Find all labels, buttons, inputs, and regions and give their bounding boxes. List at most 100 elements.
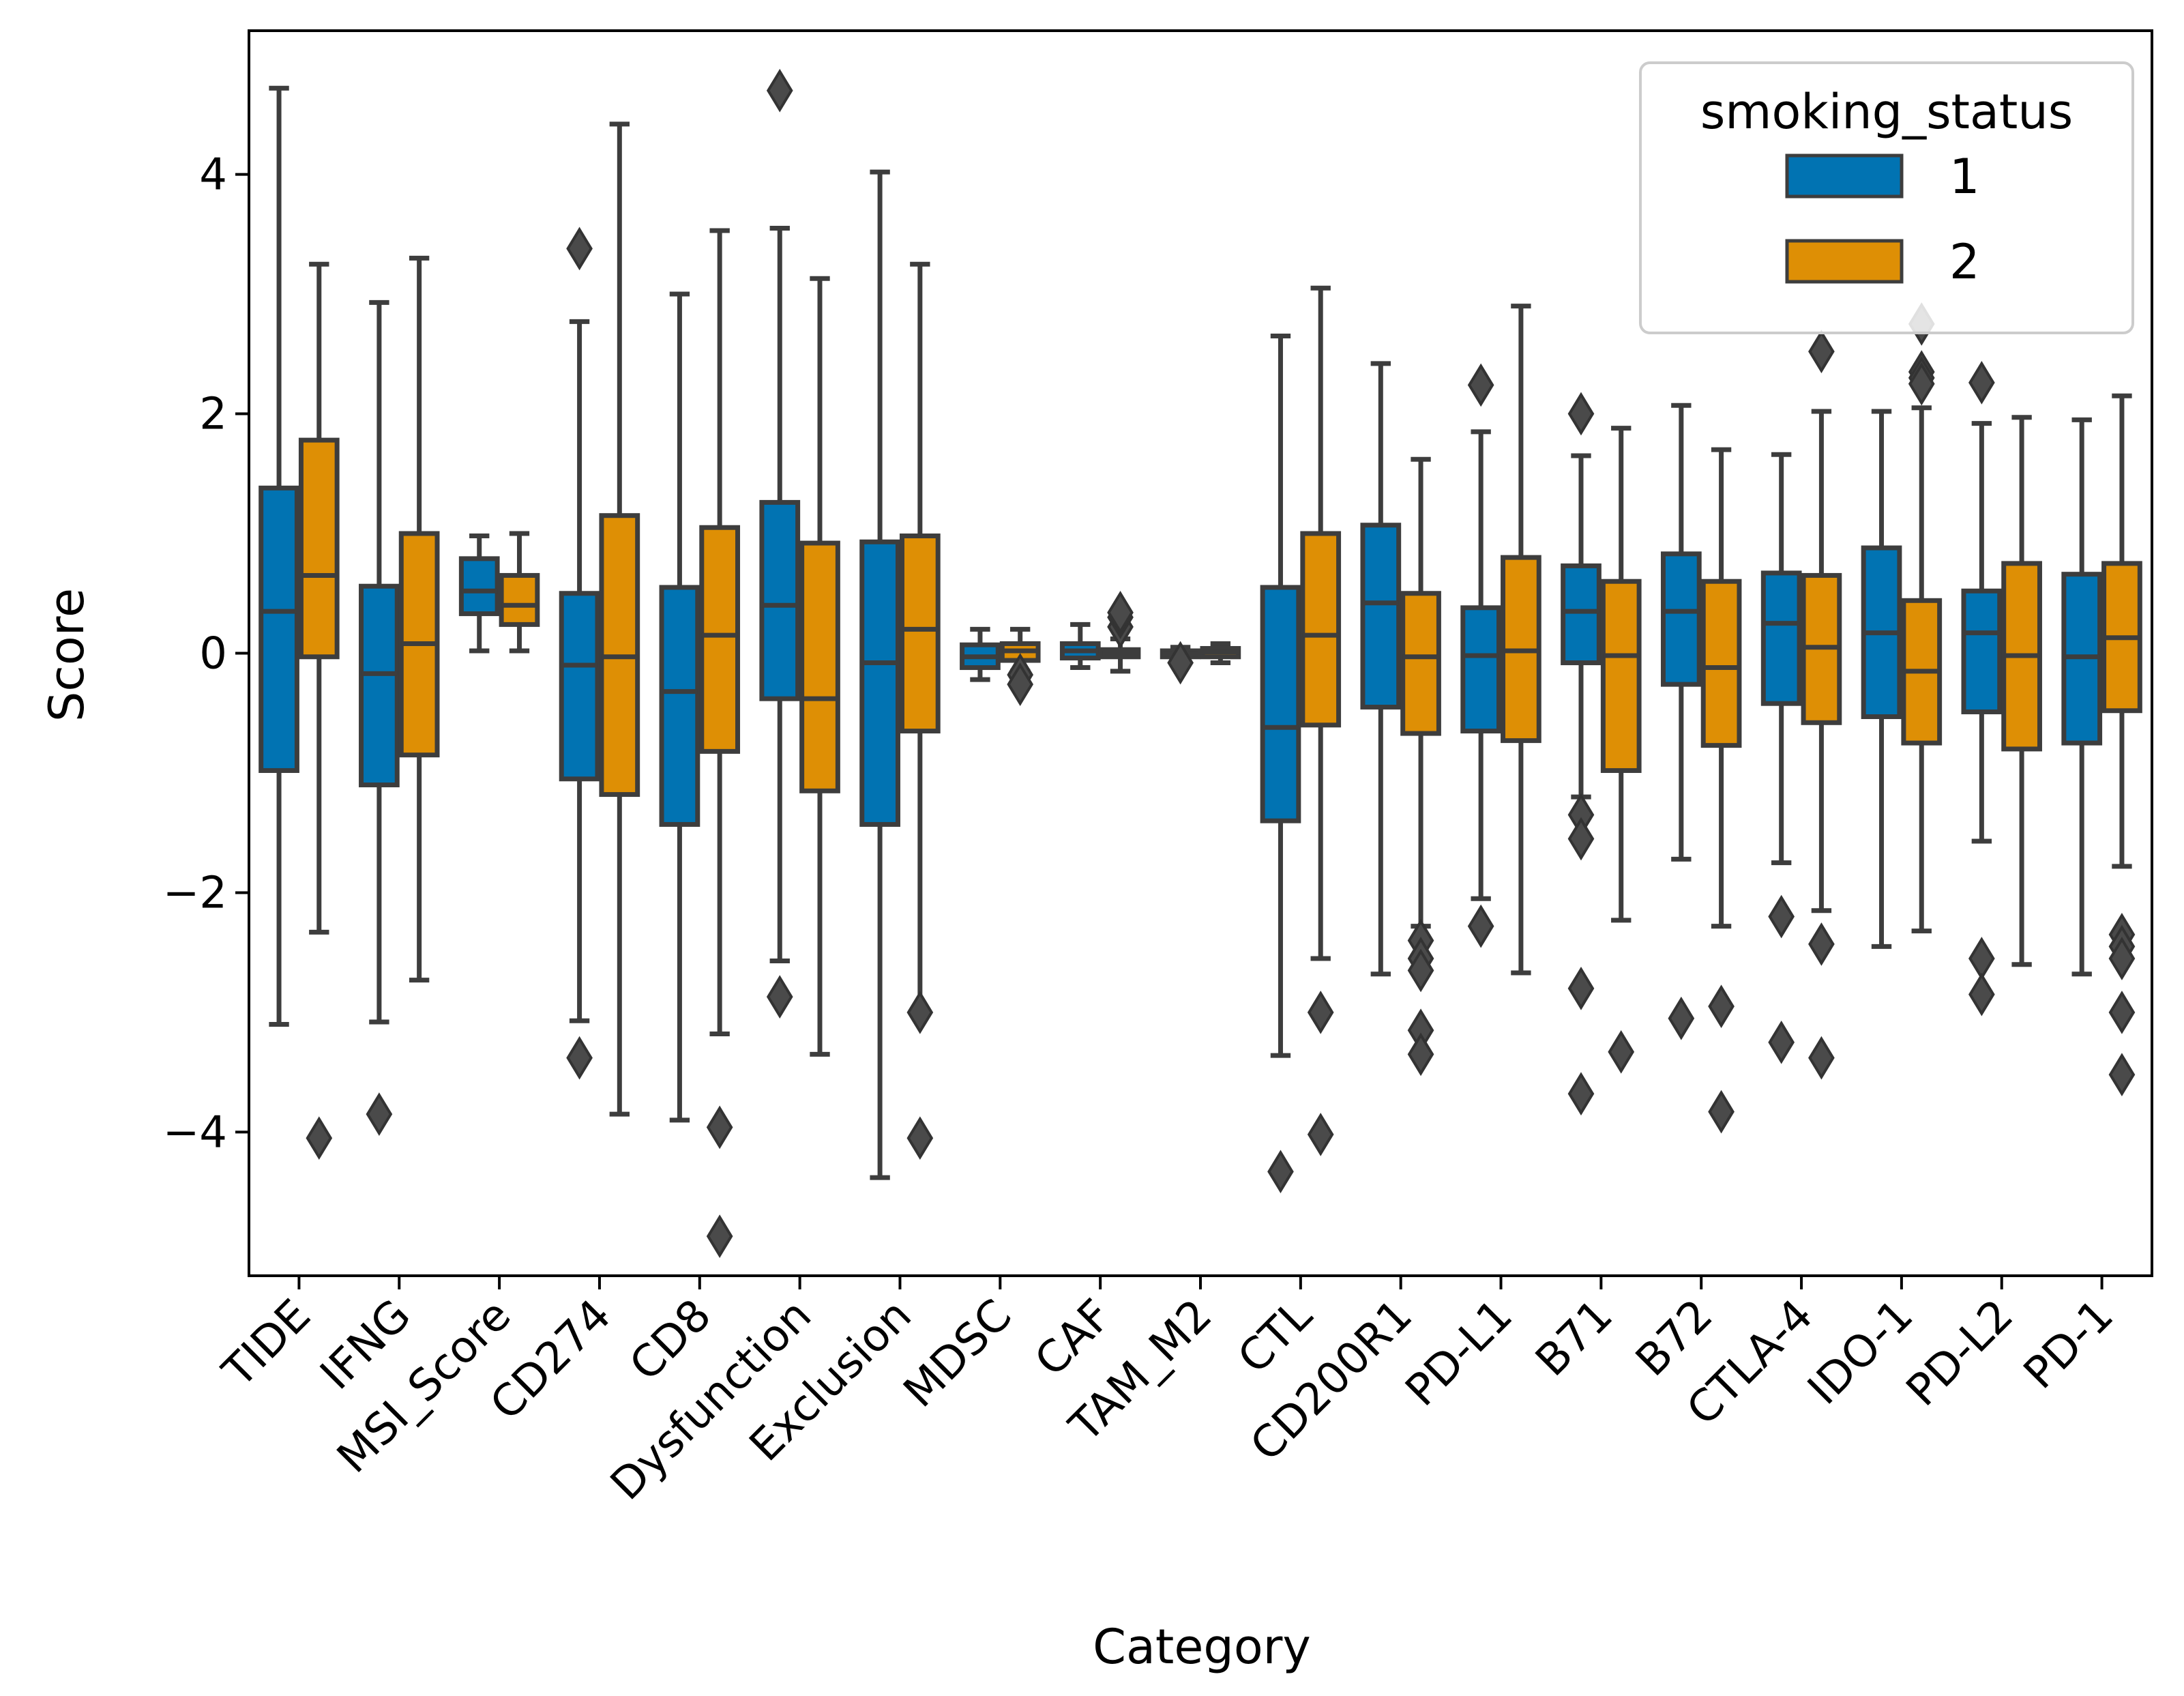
box-CD274-series-1 bbox=[559, 226, 600, 1080]
outlier-marker bbox=[766, 975, 793, 1019]
outlier-marker bbox=[1467, 904, 1494, 948]
box-iqr bbox=[298, 437, 340, 660]
box-Exclusion-series-2 bbox=[899, 261, 941, 1160]
boxes-layer bbox=[259, 68, 2142, 1258]
box-TIDE-series-1 bbox=[259, 85, 299, 1027]
outlier-marker bbox=[1567, 966, 1595, 1010]
outlier-marker bbox=[1107, 590, 1134, 634]
box-B72-series-1 bbox=[1660, 403, 1702, 1040]
box-CTLA-4-series-2 bbox=[1801, 330, 1842, 1080]
y-tick-label: 0 bbox=[199, 629, 227, 679]
outlier-marker bbox=[1768, 1020, 1795, 1064]
box-MDSC-series-2 bbox=[999, 626, 1041, 706]
legend-label-2: 2 bbox=[1949, 234, 1980, 290]
y-tick-label: −4 bbox=[163, 1107, 227, 1158]
box-CAF-series-1 bbox=[1059, 622, 1101, 671]
box-MDSC-series-1 bbox=[960, 626, 1001, 682]
box-CD200R1-series-1 bbox=[1360, 361, 1402, 977]
y-tick-label: −2 bbox=[163, 868, 227, 918]
legend-swatch-2 bbox=[1785, 239, 1904, 284]
outlier-marker bbox=[366, 1092, 393, 1136]
box-IFNG-series-1 bbox=[359, 299, 400, 1136]
box-PD-L1-series-1 bbox=[1460, 363, 1502, 948]
outlier-marker bbox=[1567, 392, 1595, 436]
box-B72-series-2 bbox=[1700, 447, 1742, 1134]
box-iqr bbox=[1660, 551, 1702, 687]
outlier-marker bbox=[1808, 1036, 1835, 1080]
outlier-marker bbox=[1808, 922, 1835, 966]
box-CD200R1-series-2 bbox=[1400, 456, 1441, 1077]
outlier-marker bbox=[306, 1116, 333, 1160]
outlier-marker bbox=[1407, 948, 1434, 993]
box-iqr bbox=[1600, 579, 1642, 773]
box-CAF-series-2 bbox=[1100, 590, 1141, 674]
box-iqr bbox=[859, 539, 900, 827]
outlier-marker bbox=[1708, 984, 1735, 1029]
box-Exclusion-series-1 bbox=[859, 169, 900, 1180]
box-iqr bbox=[1400, 591, 1441, 736]
box-iqr bbox=[899, 533, 941, 734]
box-iqr bbox=[659, 585, 700, 827]
x-axis-label: Category bbox=[1093, 1619, 1311, 1675]
box-PD-L1-series-2 bbox=[1501, 304, 1541, 976]
outlier-marker bbox=[1407, 1032, 1434, 1077]
outlier-marker bbox=[1567, 1072, 1595, 1116]
outlier-marker bbox=[2108, 991, 2136, 1034]
outlier-marker bbox=[1567, 817, 1595, 861]
outlier-marker bbox=[906, 1116, 934, 1160]
box-iqr bbox=[1760, 570, 1802, 706]
box-PD-L2-series-1 bbox=[1961, 361, 2003, 1017]
box-iqr bbox=[1260, 585, 1301, 823]
box-CD274-series-2 bbox=[599, 121, 640, 1117]
box-CD8-series-1 bbox=[659, 291, 700, 1123]
outlier-marker bbox=[566, 1036, 593, 1080]
y-tick-label: 2 bbox=[199, 390, 227, 440]
box-MSI_Score-series-2 bbox=[499, 531, 540, 654]
y-axis-ticks: −4 −2 0 2 4 bbox=[163, 150, 249, 1158]
box-iqr bbox=[458, 556, 500, 617]
outlier-marker bbox=[1267, 1150, 1294, 1194]
outlier-marker bbox=[766, 68, 793, 113]
box-TAM_M2-series-1 bbox=[1160, 641, 1201, 685]
outlier-marker bbox=[1307, 1113, 1334, 1156]
box-B71-series-2 bbox=[1600, 426, 1642, 1074]
legend-swatch-1 bbox=[1785, 153, 1904, 199]
outlier-marker bbox=[1968, 361, 1995, 405]
box-CD8-series-2 bbox=[699, 228, 741, 1258]
box-PD-1-series-2 bbox=[2101, 393, 2142, 1097]
box-TAM_M2-series-2 bbox=[1200, 641, 1241, 666]
legend-title: smoking_status bbox=[1700, 84, 2073, 140]
outlier-marker bbox=[1708, 1090, 1735, 1134]
box-iqr bbox=[1360, 523, 1402, 710]
outlier-marker bbox=[1968, 972, 1995, 1017]
outlier-marker bbox=[706, 1105, 733, 1150]
box-iqr bbox=[359, 583, 400, 788]
box-Dysfunction-series-1 bbox=[759, 68, 801, 1019]
legend-label-1: 1 bbox=[1949, 149, 1980, 205]
outlier-marker bbox=[1167, 641, 1194, 685]
box-iqr bbox=[1700, 579, 1742, 748]
box-IDO-1-series-1 bbox=[1861, 409, 1902, 949]
box-IFNG-series-2 bbox=[398, 255, 440, 983]
box-iqr bbox=[1300, 531, 1342, 728]
box-PD-1-series-1 bbox=[2061, 417, 2103, 977]
outlier-marker bbox=[1808, 330, 1835, 374]
box-iqr bbox=[1561, 563, 1602, 666]
outlier-marker bbox=[1608, 1029, 1635, 1074]
legend: smoking_status 1 2 bbox=[1639, 61, 2134, 334]
outlier-marker bbox=[2108, 1053, 2136, 1097]
box-iqr bbox=[1460, 605, 1502, 734]
box-TIDE-series-2 bbox=[298, 261, 340, 1160]
box-MSI_Score-series-1 bbox=[458, 533, 500, 654]
box-Dysfunction-series-2 bbox=[799, 276, 840, 1057]
box-iqr bbox=[799, 540, 840, 793]
box-PD-L2-series-2 bbox=[2001, 415, 2042, 967]
outlier-marker bbox=[566, 226, 593, 271]
outlier-marker bbox=[2108, 937, 2136, 980]
box-iqr bbox=[759, 499, 801, 701]
outlier-marker bbox=[1768, 894, 1795, 939]
box-iqr bbox=[259, 485, 299, 773]
box-iqr bbox=[1961, 588, 2003, 714]
outlier-marker bbox=[1668, 996, 1695, 1040]
